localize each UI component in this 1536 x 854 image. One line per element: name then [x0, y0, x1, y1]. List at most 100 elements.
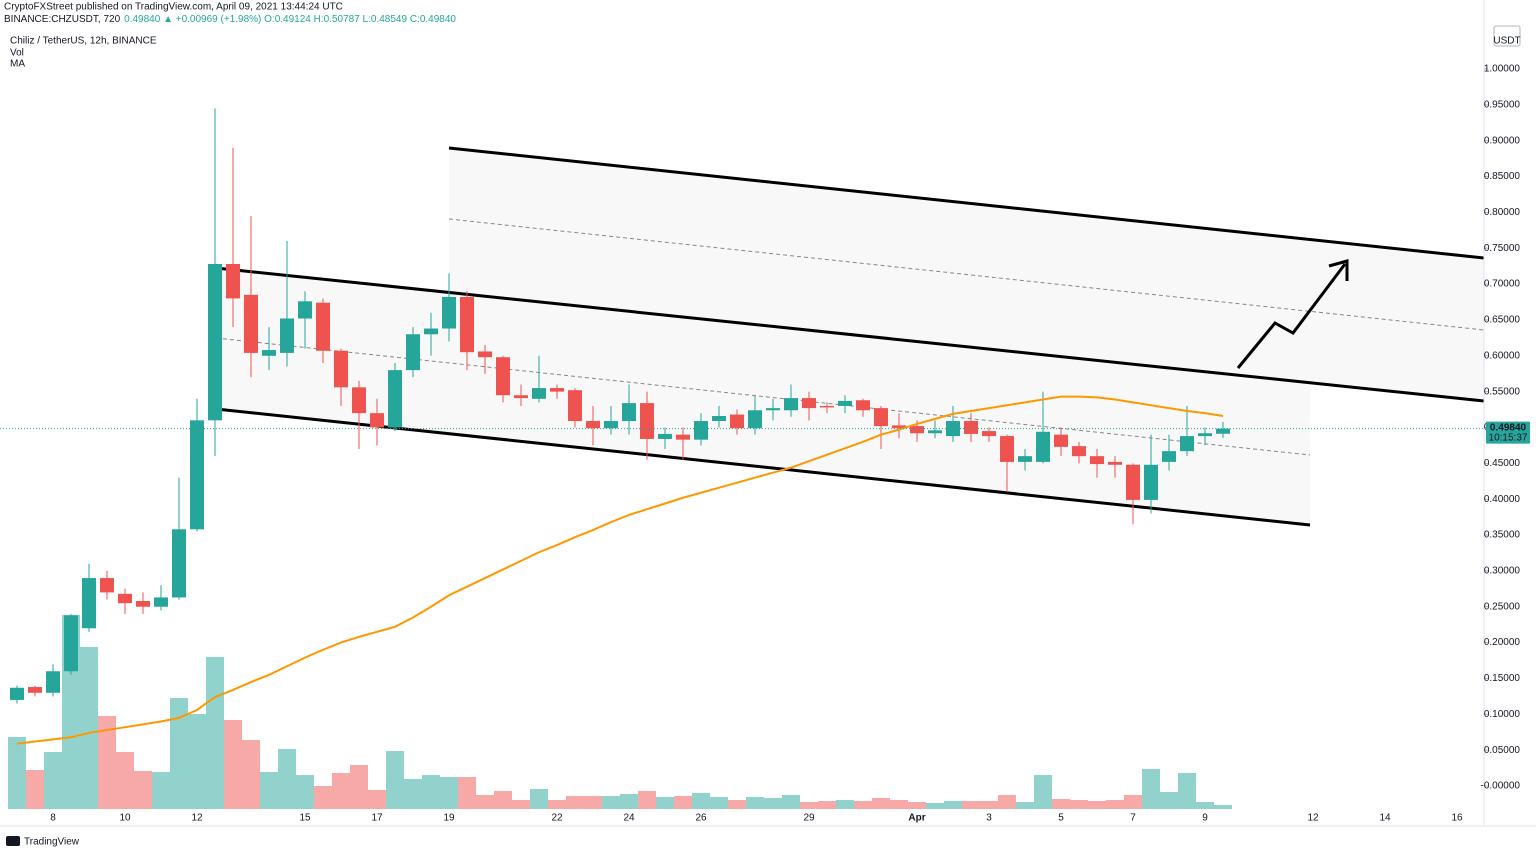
- candle-body: [136, 601, 150, 607]
- volume-bar: [836, 800, 854, 809]
- volume-bar: [890, 800, 908, 809]
- x-tick-label: 12: [1307, 813, 1319, 824]
- volume-bar: [908, 802, 926, 809]
- y-tick-label: 0.55000: [1484, 386, 1521, 397]
- y-tick-label: 0.20000: [1484, 637, 1521, 648]
- volume-bar: [296, 775, 314, 809]
- volume-bar: [134, 771, 152, 809]
- last-price-box: [1486, 421, 1530, 444]
- volume-bar: [314, 786, 332, 809]
- volume-bar: [1142, 769, 1160, 809]
- candle-body: [478, 351, 492, 358]
- candle-body: [964, 421, 978, 434]
- candle-body: [928, 430, 942, 434]
- candle-body: [1018, 456, 1032, 462]
- x-tick-label: 7: [1130, 813, 1136, 824]
- candle-body: [1144, 464, 1158, 500]
- candle-body: [226, 264, 240, 299]
- volume-bar: [638, 791, 656, 809]
- x-tick-label: 19: [443, 813, 455, 824]
- volume-bar: [44, 752, 62, 809]
- candle-body: [1198, 433, 1212, 437]
- candle-body: [1072, 446, 1086, 457]
- footer: TradingView: [6, 836, 80, 848]
- y-tick-label: 0.90000: [1484, 135, 1521, 146]
- volume-bar: [458, 777, 476, 809]
- lower-channel-mid: [215, 337, 1311, 456]
- candle-body: [856, 400, 870, 411]
- projection-arrow: [1236, 263, 1347, 369]
- volume-bar: [530, 789, 548, 809]
- volume-bar: [170, 698, 188, 809]
- volume-bar: [782, 795, 800, 809]
- x-tick-label: 9: [1202, 813, 1208, 824]
- volume-bar: [206, 657, 224, 809]
- volume-bar: [224, 720, 242, 809]
- candle-body: [244, 294, 258, 353]
- candle-body: [1090, 456, 1104, 465]
- x-tick-label: 5: [1058, 813, 1064, 824]
- candle-body: [172, 529, 186, 598]
- x-tick-label: Apr: [908, 813, 925, 824]
- countdown: 10:15:37: [1489, 432, 1528, 443]
- volume-bar: [746, 797, 764, 809]
- volume-bar: [584, 796, 602, 809]
- y-tick-label: 0.95000: [1484, 99, 1521, 110]
- candle-body: [1162, 451, 1176, 462]
- volume-bar: [872, 798, 890, 809]
- ma-line: [16, 395, 1224, 745]
- candle-body: [622, 403, 636, 422]
- symbol: BINANCE:CHZUSDT, 720 0.49840 ▲ +0.00969 (…: [4, 14, 456, 25]
- x-tick-label: 14: [1379, 813, 1391, 824]
- last-price-label: 0.49840: [1490, 422, 1527, 433]
- candle-body: [370, 413, 384, 428]
- candle-body: [820, 405, 834, 408]
- candle-body: [802, 398, 816, 409]
- candle-body: [46, 671, 60, 693]
- candle-body: [784, 398, 798, 411]
- volume-bar: [926, 803, 944, 809]
- candle-body: [280, 318, 294, 353]
- volume-bar: [620, 794, 638, 809]
- candle-body: [586, 421, 600, 429]
- volume-bar: [980, 801, 998, 809]
- y-tick-label: -0.00000: [1481, 781, 1521, 792]
- volume-bar: [728, 800, 746, 809]
- candle-body: [388, 370, 402, 428]
- candle-body: [838, 400, 852, 406]
- y-tick-label: 0.30000: [1484, 566, 1521, 577]
- arrow-head: [1328, 259, 1349, 281]
- candle-body: [892, 425, 906, 429]
- candle-body: [604, 421, 618, 429]
- x-tick-label: 22: [551, 813, 563, 824]
- volume-bar: [1034, 775, 1052, 809]
- candle-body: [712, 416, 726, 422]
- legend-vol: Vol: [10, 48, 24, 59]
- candle-body: [532, 388, 546, 399]
- channel-boundary: [215, 266, 1485, 403]
- volume-bar: [386, 751, 404, 809]
- x-tick-label: 29: [803, 813, 815, 824]
- candle-body: [496, 357, 510, 396]
- candle-body: [334, 350, 348, 388]
- volume-bar: [494, 791, 512, 809]
- volume-bar: [422, 775, 440, 809]
- candle-body: [514, 395, 528, 399]
- volume-bar: [548, 800, 566, 809]
- candle-body: [406, 334, 420, 371]
- volume-bar: [440, 777, 458, 809]
- volume-bar: [260, 772, 278, 809]
- y-tick-label: 0.65000: [1484, 315, 1521, 326]
- y-tick-label: 0.45000: [1484, 458, 1521, 469]
- volume-bar: [566, 796, 584, 809]
- candle-body: [1054, 434, 1068, 447]
- candle-body: [424, 328, 438, 335]
- y-tick-label: 0.85000: [1484, 171, 1521, 182]
- y-tick-label: 0.05000: [1484, 745, 1521, 756]
- candle-body: [442, 296, 456, 329]
- candle-body: [118, 593, 132, 604]
- volume-bar: [476, 795, 494, 809]
- x-tick-label: 17: [371, 813, 383, 824]
